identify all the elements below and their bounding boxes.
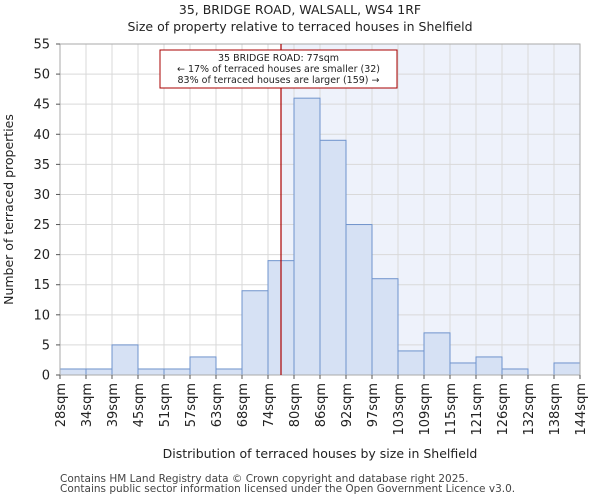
- x-tick-label: 132sqm: [522, 383, 537, 436]
- footer-line-2: Contains public sector information licen…: [60, 483, 516, 495]
- x-tick-label: 34sqm: [80, 383, 95, 427]
- y-tick-label: 45: [33, 98, 50, 113]
- y-tick-label: 20: [33, 248, 50, 263]
- x-tick-label: 144sqm: [574, 383, 589, 436]
- x-tick-label: 126sqm: [496, 383, 511, 436]
- y-tick-label: 25: [33, 218, 50, 233]
- x-tick-label: 63sqm: [210, 383, 225, 427]
- y-tick-label: 50: [33, 68, 50, 83]
- y-tick-label: 10: [33, 308, 50, 323]
- x-tick-label: 74sqm: [262, 383, 277, 427]
- annotation-box: [159, 49, 398, 89]
- bar-45sqm: [137, 368, 165, 376]
- bar-39sqm: [111, 344, 139, 376]
- x-tick-label: 138sqm: [548, 383, 563, 436]
- bar-34sqm: [85, 368, 113, 376]
- y-tick-label: 0: [42, 369, 50, 384]
- x-tick-label: 86sqm: [314, 383, 329, 427]
- bar-109sqm: [423, 332, 451, 376]
- x-tick-label: 57sqm: [184, 383, 199, 427]
- x-axis-label: Distribution of terraced houses by size …: [163, 446, 478, 461]
- y-tick-label: 40: [33, 128, 50, 143]
- bar-57sqm: [189, 356, 217, 376]
- y-axis-label: Number of terraced properties: [1, 114, 16, 305]
- x-tick-label: 68sqm: [236, 383, 251, 427]
- bar-28sqm: [59, 368, 87, 376]
- bar-103sqm: [397, 350, 425, 376]
- x-tick-label: 51sqm: [158, 383, 173, 427]
- bar-86sqm: [319, 139, 347, 376]
- bar-138sqm: [553, 362, 581, 376]
- x-tick-label: 121sqm: [470, 383, 485, 436]
- x-tick-label: 45sqm: [132, 383, 147, 427]
- annotation-line-1: 35 BRIDGE ROAD: 77sqm: [218, 53, 339, 64]
- bar-63sqm: [215, 368, 243, 376]
- x-tick-label: 97sqm: [366, 383, 381, 427]
- bar-115sqm: [449, 362, 477, 376]
- chart-title: 35, BRIDGE ROAD, WALSALL, WS4 1RF: [178, 2, 422, 17]
- x-tick-label: 103sqm: [392, 383, 407, 436]
- y-tick-label: 15: [33, 278, 50, 293]
- footer-line-1: Contains HM Land Registry data © Crown c…: [60, 473, 469, 485]
- chart-subtitle: Size of property relative to terraced ho…: [127, 19, 473, 34]
- bar-80sqm: [293, 97, 321, 376]
- y-tick-label: 30: [33, 188, 50, 203]
- bar-121sqm: [475, 356, 503, 376]
- x-tick-label: 115sqm: [444, 383, 459, 436]
- annotation-line-3: 83% of terraced houses are larger (159) …: [178, 75, 380, 86]
- bar-68sqm: [241, 290, 269, 376]
- y-tick-label: 35: [33, 158, 50, 173]
- x-tick-label: 92sqm: [340, 383, 355, 427]
- x-tick-label: 28sqm: [54, 383, 69, 427]
- bar-97sqm: [371, 278, 399, 376]
- bar-51sqm: [163, 368, 191, 376]
- y-tick-label: 5: [42, 338, 50, 353]
- x-tick-label: 39sqm: [106, 383, 121, 427]
- x-tick-label: 80sqm: [288, 383, 303, 427]
- annotation-line-2: ← 17% of terraced houses are smaller (32…: [177, 64, 380, 75]
- bar-92sqm: [345, 224, 373, 376]
- x-tick-label: 109sqm: [418, 383, 433, 436]
- bar-126sqm: [501, 368, 529, 376]
- y-tick-label: 55: [33, 38, 50, 53]
